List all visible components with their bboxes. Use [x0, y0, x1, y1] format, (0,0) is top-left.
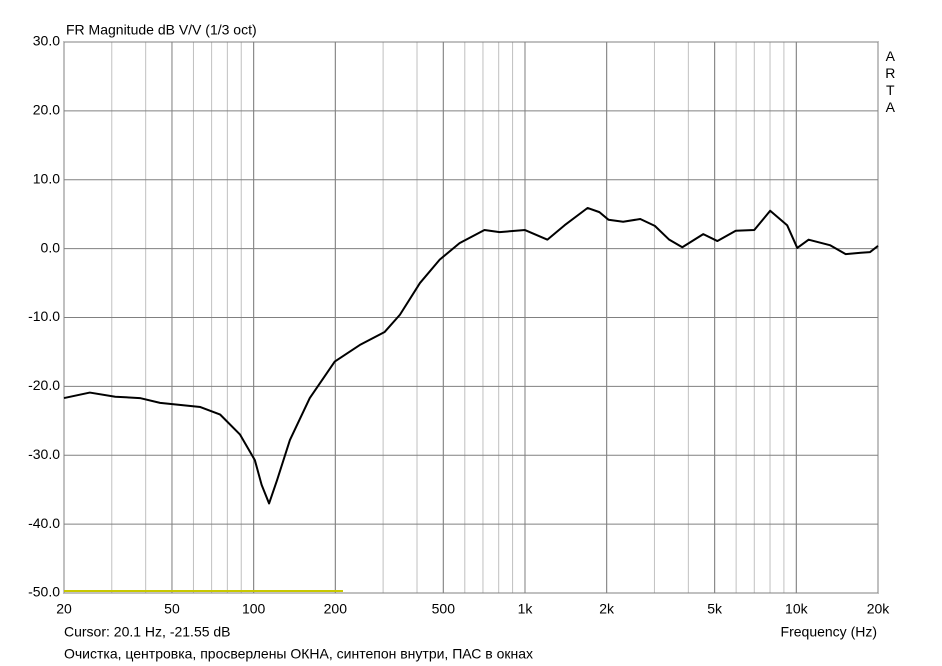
- x-tick-label: 200: [324, 601, 348, 617]
- y-tick-label: -50.0: [28, 584, 60, 600]
- fr-curve: [63, 206, 879, 505]
- y-tick-label: -40.0: [28, 515, 60, 531]
- cursor-readout: Cursor: 20.1 Hz, -21.55 dB: [64, 624, 231, 640]
- x-tick-label: 10k: [785, 601, 809, 617]
- x-tick-label: 100: [242, 601, 266, 617]
- y-tick-label: 30.0: [33, 33, 60, 49]
- x-tick-label: 50: [164, 601, 180, 617]
- x-axis-label: Frequency (Hz): [781, 624, 877, 640]
- x-tick-label: 20k: [867, 601, 891, 617]
- y-tick-label: -20.0: [28, 377, 60, 393]
- x-tick-label: 20: [56, 601, 72, 617]
- x-tick-label: 1k: [518, 601, 534, 617]
- grid: [63, 41, 879, 594]
- y-tick-label: 10.0: [33, 170, 60, 186]
- y-tick-label: 0.0: [41, 239, 61, 255]
- y-tick-label: 20.0: [33, 102, 60, 118]
- note: Очистка, центровка, просверлены ОКНА, си…: [64, 646, 533, 662]
- brand: ARTA: [882, 48, 898, 116]
- y-tick-label: -10.0: [28, 308, 60, 324]
- x-tick-label: 500: [432, 601, 456, 617]
- x-tick-label: 2k: [599, 601, 615, 617]
- chart-title: FR Magnitude dB V/V (1/3 oct): [66, 22, 257, 38]
- x-tick-label: 5k: [707, 601, 723, 617]
- y-tick-label: -30.0: [28, 446, 60, 462]
